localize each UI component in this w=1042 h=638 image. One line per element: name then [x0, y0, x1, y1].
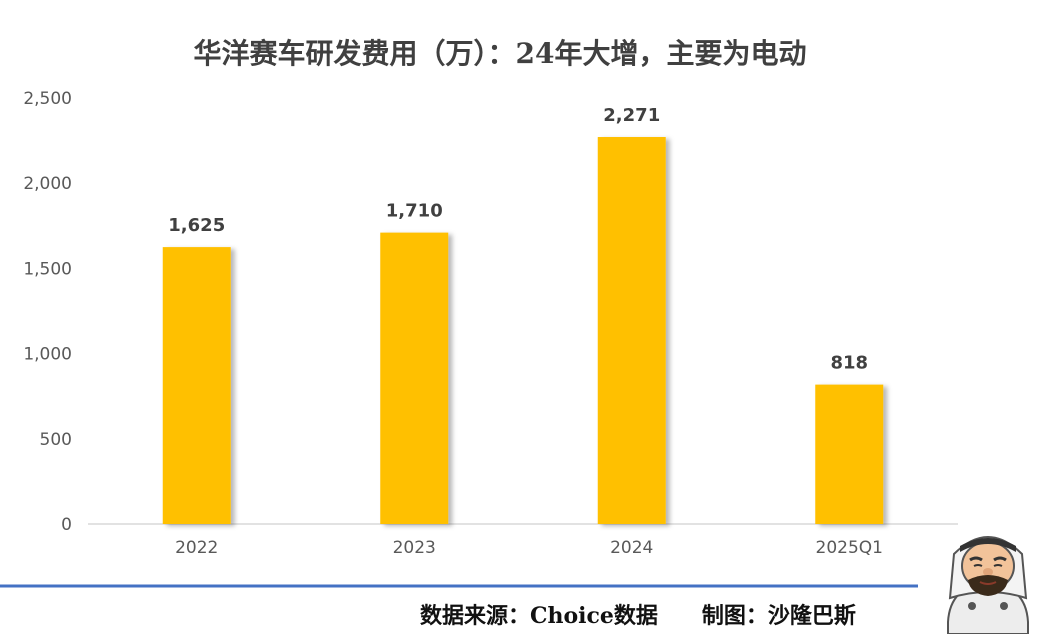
chart-title: 华洋赛车研发费用（万）：24年大增，主要为电动 — [194, 37, 807, 70]
y-axis: 0 500 1,000 1,500 2,000 2,500 — [23, 89, 72, 535]
data-label: 2,271 — [603, 105, 660, 126]
y-tick-label: 1,500 — [23, 259, 72, 279]
bars: 1,625 1,710 2,271 818 — [162, 105, 884, 524]
data-label: 1,625 — [168, 215, 225, 236]
x-tick-label: 2022 — [175, 538, 218, 558]
y-tick-label: 0 — [61, 515, 72, 535]
y-tick-label: 2,500 — [23, 89, 72, 109]
y-tick-label: 2,000 — [23, 174, 72, 194]
bar — [815, 384, 884, 524]
data-label: 818 — [830, 353, 868, 374]
x-tick-label: 2025Q1 — [816, 538, 883, 558]
x-tick-label: 2024 — [610, 538, 653, 558]
bar — [380, 232, 449, 524]
bar — [162, 247, 231, 524]
x-tick-label: 2023 — [393, 538, 436, 558]
y-tick-label: 500 — [40, 430, 72, 450]
y-tick-label: 1,000 — [23, 345, 72, 365]
x-axis: 2022 2023 2024 2025Q1 — [175, 538, 883, 558]
mascot-icon — [947, 536, 1029, 634]
data-label: 1,710 — [386, 201, 443, 222]
bar — [597, 137, 666, 524]
source-note: 数据来源：Choice数据 制图：沙隆巴斯 — [420, 603, 856, 629]
